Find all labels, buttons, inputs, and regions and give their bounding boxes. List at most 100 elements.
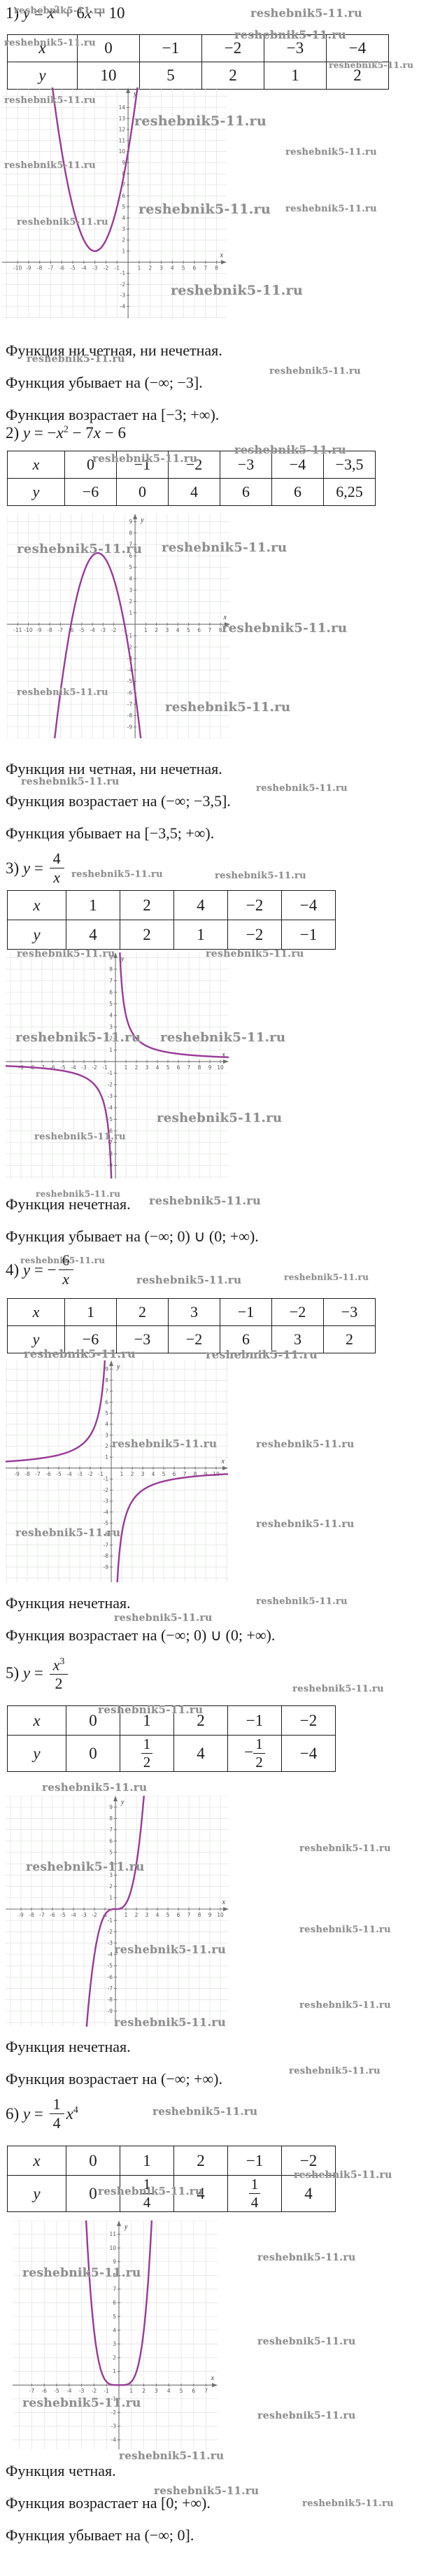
- svg-text:5: 5: [113, 2314, 116, 2320]
- watermark: reshebnik5-11.ru: [26, 1860, 145, 1874]
- svg-text:-4: -4: [108, 1951, 113, 1957]
- svg-text:8: 8: [113, 2272, 116, 2279]
- svg-text:-11: -11: [13, 627, 22, 633]
- svg-text:-3: -3: [92, 265, 98, 272]
- row-label-cell: x: [7, 451, 65, 479]
- svg-text:-3: -3: [77, 1471, 83, 1477]
- value-cell: 10: [77, 62, 140, 90]
- svg-text:6: 6: [113, 2300, 116, 2306]
- watermark: reshebnik5-11.ru: [14, 6, 106, 16]
- svg-text:9: 9: [208, 1912, 212, 1918]
- value-cell: −2: [227, 920, 282, 950]
- svg-text:7: 7: [183, 1471, 187, 1477]
- value-cell: −1: [281, 920, 336, 950]
- svg-text:y: y: [140, 516, 144, 524]
- svg-text:y: y: [120, 955, 125, 963]
- svg-text:-5: -5: [60, 1912, 66, 1918]
- svg-text:5: 5: [182, 265, 185, 272]
- svg-text:3: 3: [109, 1872, 113, 1878]
- value-cell: −2: [281, 1705, 336, 1736]
- svg-text:-1: -1: [102, 1064, 108, 1071]
- watermark: reshebnik5-11.ru: [20, 1255, 106, 1265]
- svg-text:4: 4: [122, 215, 125, 221]
- notes-6: Функция четная. Функция возрастает на [0…: [6, 2455, 211, 2552]
- svg-text:8: 8: [109, 966, 113, 973]
- watermark: reshebnik5-11.ru: [234, 443, 346, 456]
- value-cell: 1: [173, 920, 228, 950]
- svg-text:-5: -5: [108, 1116, 113, 1122]
- value-cell: 0: [116, 478, 169, 506]
- svg-text:3: 3: [122, 226, 125, 232]
- svg-text:1: 1: [105, 1454, 108, 1461]
- svg-text:-8: -8: [37, 265, 43, 272]
- svg-text:y: y: [120, 1799, 125, 1806]
- svg-text:-6: -6: [69, 627, 74, 633]
- svg-text:4: 4: [152, 1471, 155, 1477]
- svg-text:8: 8: [109, 1815, 113, 1822]
- function-graph-2: xy-11 -10 -9 -8 -7 -6 -5 -4 -3 -2 -1 1 2 3 4 5 6 7 8-9-8-7…: [7, 514, 230, 738]
- watermark: reshebnik5-11.ru: [206, 1348, 318, 1361]
- watermark: reshebnik5-11.ru: [114, 1943, 226, 1956]
- watermark: reshebnik5-11.ru: [257, 2336, 356, 2347]
- svg-text:-4: -4: [66, 1471, 72, 1477]
- watermark: reshebnik5-11.ru: [329, 60, 414, 70]
- svg-text:5: 5: [187, 627, 190, 633]
- value-cell: −2: [227, 890, 282, 920]
- note-line: Функция ни четная, ни нечетная.: [6, 342, 222, 359]
- value-cell: 4: [66, 920, 120, 950]
- watermark: reshebnik5-11.ru: [24, 1347, 136, 1360]
- svg-text:-1: -1: [127, 633, 133, 639]
- row-label-cell: y: [7, 1735, 66, 1772]
- svg-text:-1: -1: [115, 265, 120, 272]
- svg-text:3: 3: [113, 2341, 116, 2347]
- svg-text:3: 3: [155, 2388, 158, 2394]
- svg-text:10: 10: [109, 2245, 116, 2251]
- svg-text:5: 5: [166, 1912, 170, 1918]
- svg-text:7: 7: [122, 182, 125, 188]
- svg-text:7: 7: [208, 627, 212, 633]
- svg-text:5: 5: [122, 204, 125, 210]
- svg-text:-5: -5: [56, 1471, 62, 1477]
- watermark: reshebnik5-11.ru: [114, 2015, 226, 2029]
- watermark: reshebnik5-11.ru: [149, 1194, 261, 1207]
- svg-text:8: 8: [215, 265, 218, 272]
- value-cell: −2: [168, 1325, 220, 1353]
- svg-text:2: 2: [109, 1883, 113, 1889]
- value-cell: −4: [281, 1735, 336, 1772]
- value-cell: −1: [220, 1298, 272, 1326]
- svg-text:9: 9: [129, 519, 132, 525]
- svg-text:-7: -7: [104, 1542, 109, 1548]
- svg-text:11: 11: [109, 2231, 116, 2237]
- svg-text:-8: -8: [47, 627, 52, 633]
- svg-text:6: 6: [109, 1838, 113, 1844]
- svg-text:-8: -8: [24, 1471, 30, 1477]
- svg-text:1: 1: [129, 2388, 133, 2394]
- note-line: Функция убывает на [−3,5; +∞).: [6, 824, 215, 842]
- svg-text:-8: -8: [108, 1997, 113, 2003]
- svg-text:3: 3: [105, 1432, 108, 1438]
- svg-text:-5: -5: [104, 1520, 109, 1526]
- svg-text:4: 4: [176, 627, 180, 633]
- svg-text:-3: -3: [79, 2388, 85, 2394]
- svg-text:-7: -7: [39, 1912, 45, 1918]
- svg-text:-1: -1: [108, 1070, 113, 1076]
- note-line: Функция четная.: [6, 2462, 116, 2479]
- watermark: reshebnik5-11.ru: [299, 1843, 391, 1854]
- svg-text:-2: -2: [104, 265, 109, 272]
- watermark: reshebnik5-11.ru: [165, 700, 291, 715]
- svg-text:x: x: [223, 614, 227, 621]
- svg-text:1: 1: [125, 1064, 128, 1071]
- svg-text:-4: -4: [90, 627, 95, 633]
- values-table-4: x 1 2 3 −1 −2 −3 y −6 −3 −2 6 3 2: [7, 1298, 376, 1353]
- note-line: Функция возрастает на [−3; +∞).: [6, 406, 220, 423]
- svg-text:-5: -5: [127, 678, 133, 684]
- svg-text:-9: -9: [127, 724, 133, 730]
- svg-text:-2: -2: [108, 1082, 113, 1088]
- svg-text:-4: -4: [111, 2437, 117, 2443]
- value-cell: 6: [271, 478, 324, 506]
- watermark: reshebnik5-11.ru: [256, 783, 348, 794]
- svg-text:-2: -2: [127, 644, 133, 650]
- svg-text:1: 1: [129, 610, 132, 616]
